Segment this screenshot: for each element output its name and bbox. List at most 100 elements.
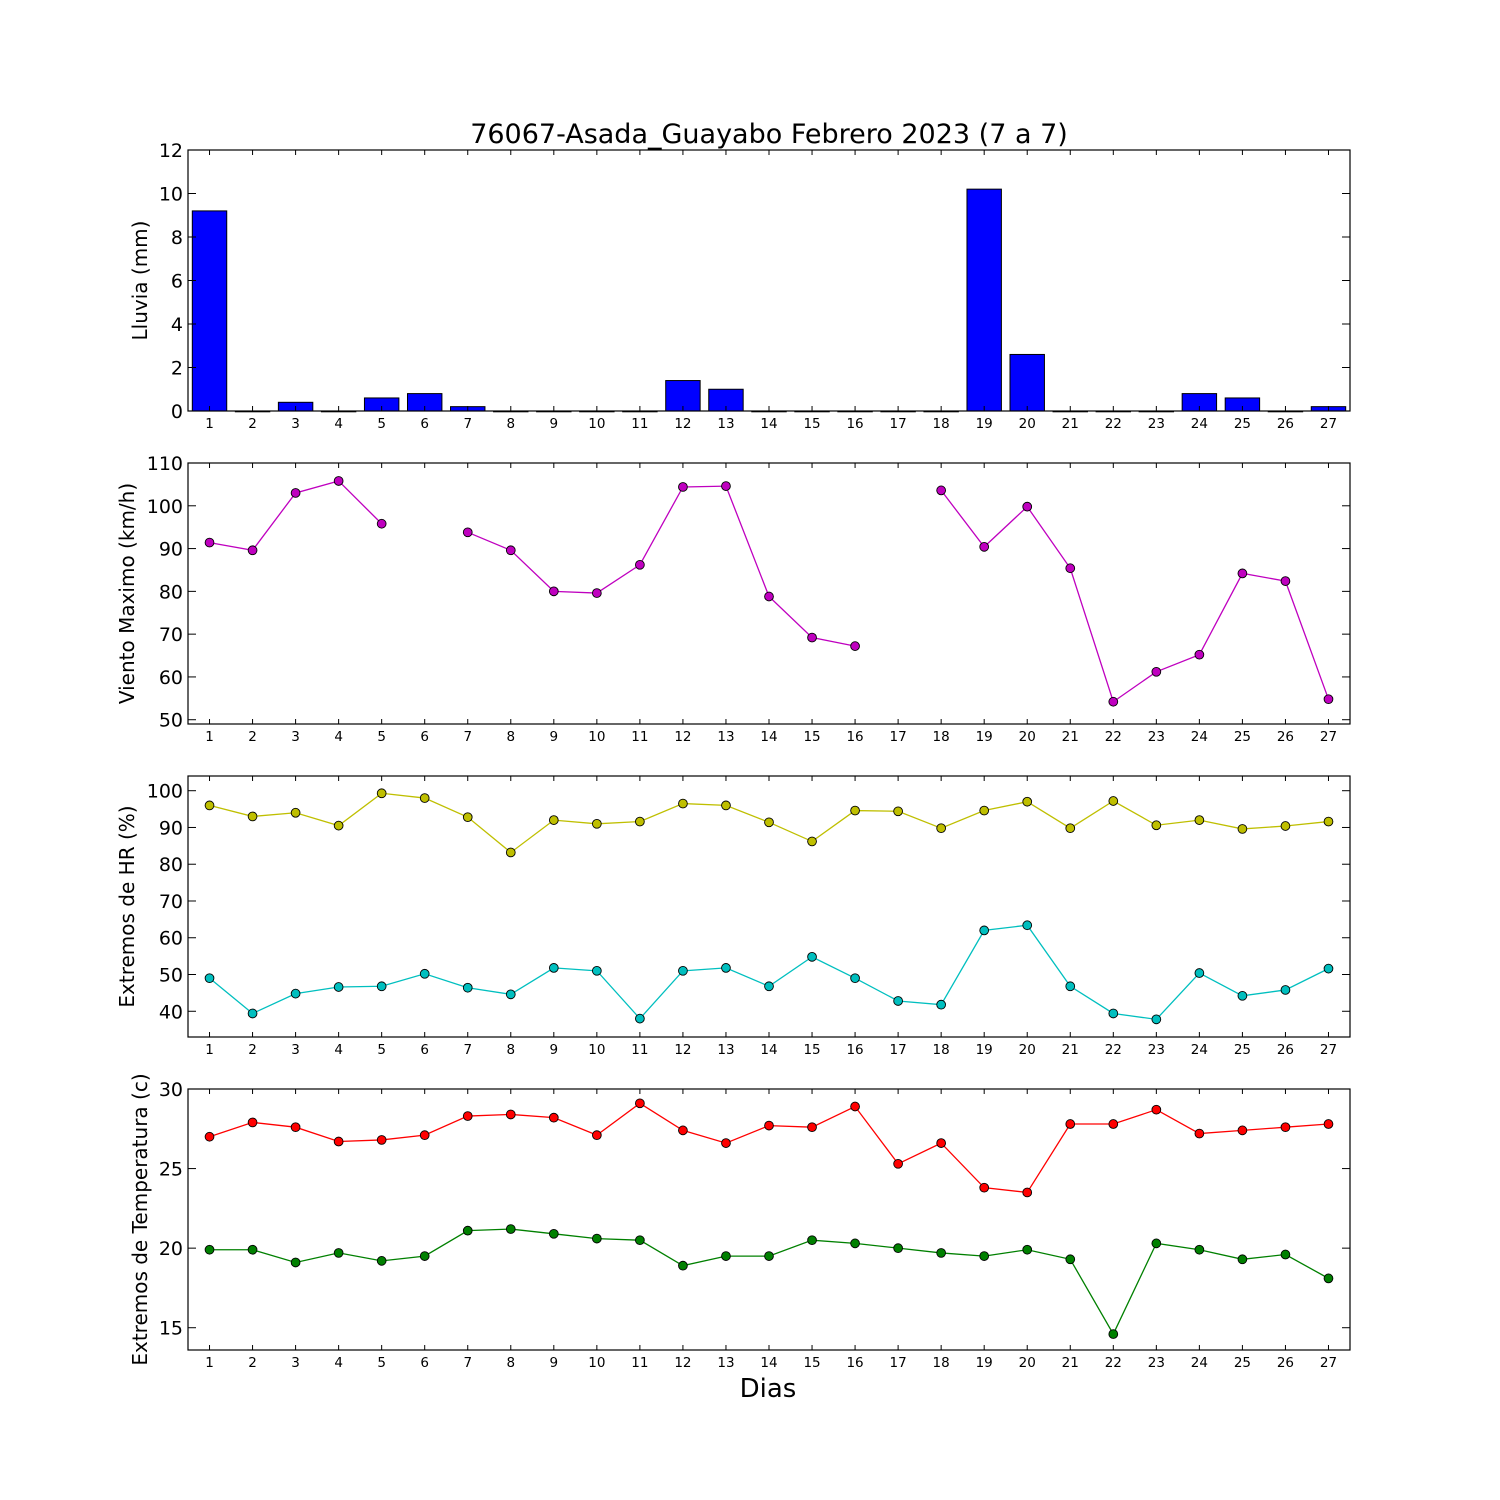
x-tick-label: 1 xyxy=(205,1042,214,1058)
wind-point-day-16 xyxy=(850,641,860,651)
hr-max-point-day-12 xyxy=(678,798,688,809)
x-tick-label: 13 xyxy=(717,1355,734,1371)
hr-min-point-day-19 xyxy=(979,925,990,936)
x-tick-label: 11 xyxy=(631,1355,648,1371)
temp-max-point-day-26 xyxy=(1280,1122,1291,1133)
x-tick-label: 27 xyxy=(1320,1042,1337,1058)
temp-max-point-day-16 xyxy=(850,1101,860,1112)
rain-bar-day-20 xyxy=(1009,353,1045,412)
wind-line-segment xyxy=(940,489,1330,703)
x-tick-label: 16 xyxy=(846,416,863,432)
x-tick-label: 24 xyxy=(1191,416,1208,432)
x-tick-label: 8 xyxy=(506,416,515,432)
x-tick-label: 12 xyxy=(674,1042,691,1058)
temp-min-point-day-19 xyxy=(979,1251,990,1261)
rain-y-axis-label: Lluvia (mm) xyxy=(128,221,152,341)
wind-point-day-12 xyxy=(678,482,688,492)
x-tick-label: 16 xyxy=(846,1355,863,1371)
temp-min-point-day-26 xyxy=(1280,1249,1291,1260)
hr-max-point-day-2 xyxy=(247,811,258,822)
panel-temperature: 1 2 3 4 5 6 7 8 9 10 11 12 13 14 15 16 17 18 19 20 21 22 23 24 2… xyxy=(128,1073,1351,1371)
hr-min-point-day-5 xyxy=(376,981,387,992)
x-tick-label: 10 xyxy=(588,1355,605,1371)
wind-point-day-5 xyxy=(376,518,387,529)
y-tick-label: 50 xyxy=(159,965,183,987)
hr-min-point-day-8 xyxy=(505,989,516,1000)
temp-max-point-day-9 xyxy=(548,1112,559,1123)
wind-marks xyxy=(204,476,1334,707)
y-tick-label: 70 xyxy=(159,891,183,913)
temp-min-point-day-14 xyxy=(764,1251,774,1261)
x-tick-label: 5 xyxy=(377,729,386,745)
wind-point-day-18 xyxy=(936,485,946,496)
x-tick-label: 18 xyxy=(933,416,950,432)
temp-max-point-day-25 xyxy=(1237,1125,1248,1136)
x-tick-label: 2 xyxy=(248,1355,257,1371)
x-tick-label: 21 xyxy=(1062,1042,1079,1058)
x-tick-label: 22 xyxy=(1105,729,1122,745)
x-tick-label: 15 xyxy=(803,416,820,432)
temp-max-point-day-18 xyxy=(936,1138,946,1148)
y-tick-label: 4 xyxy=(171,314,183,336)
x-tick-label: 7 xyxy=(463,1355,472,1371)
temp-min-point-day-21 xyxy=(1065,1254,1076,1265)
temp-max-point-day-23 xyxy=(1151,1104,1162,1115)
x-tick-label: 14 xyxy=(760,729,777,745)
wind-line-segment xyxy=(467,485,856,647)
x-tick-label: 20 xyxy=(1019,729,1036,745)
temp-min-point-day-23 xyxy=(1151,1238,1162,1249)
x-tick-label: 26 xyxy=(1277,1042,1294,1058)
hr-max-point-day-13 xyxy=(721,800,731,811)
temp-min-point-day-25 xyxy=(1237,1254,1248,1265)
hr-min-point-day-24 xyxy=(1194,968,1205,978)
wind-point-day-1 xyxy=(204,537,215,548)
x-tick-label: 6 xyxy=(420,416,429,432)
x-tick-label: 15 xyxy=(803,729,820,745)
x-tick-label: 4 xyxy=(334,729,343,745)
x-tick-label: 6 xyxy=(420,1042,429,1058)
wind-y-ticks: 50 60 70 80 90 100 110 xyxy=(147,453,1350,732)
hr-max-point-day-18 xyxy=(936,823,946,834)
hr-max-point-day-8 xyxy=(505,847,516,858)
hr-max-point-day-19 xyxy=(979,805,990,816)
x-tick-label: 3 xyxy=(291,1042,300,1058)
x-tick-label: 17 xyxy=(890,729,907,745)
hr-min-point-day-18 xyxy=(936,999,946,1010)
wind-point-day-26 xyxy=(1280,576,1291,586)
x-tick-label: 1 xyxy=(205,729,214,745)
hr-max-point-day-5 xyxy=(376,788,387,799)
hr-max-point-day-26 xyxy=(1280,821,1291,831)
x-tick-label: 27 xyxy=(1320,729,1337,745)
rain-y-ticks: 0 2 4 6 8 10 12 xyxy=(159,140,1350,423)
hr-min-point-day-17 xyxy=(893,996,903,1006)
hr-max-point-day-11 xyxy=(635,816,645,827)
panel-rain: 1 2 3 4 5 6 7 8 9 10 11 12 13 14 15 16 17 18 19 20 21 22 23 24 2… xyxy=(128,140,1351,432)
y-tick-label: 40 xyxy=(159,1001,183,1023)
temp-max-point-day-5 xyxy=(376,1135,387,1145)
wind-point-day-19 xyxy=(979,542,990,552)
wind-point-day-7 xyxy=(462,527,473,538)
x-tick-label: 5 xyxy=(377,1042,386,1058)
wind-point-day-3 xyxy=(290,488,301,498)
hr-min-point-day-10 xyxy=(592,965,602,976)
y-tick-label: 110 xyxy=(147,453,183,475)
temp-max-point-day-15 xyxy=(807,1122,817,1133)
hr-min-point-day-26 xyxy=(1280,985,1291,995)
temp-max-point-day-10 xyxy=(592,1130,602,1141)
hr-max-point-day-25 xyxy=(1237,824,1248,834)
hr-min-point-day-20 xyxy=(1022,920,1033,931)
hr-min-point-day-27 xyxy=(1323,963,1334,974)
x-tick-label: 13 xyxy=(717,729,734,745)
temp-max-point-day-13 xyxy=(721,1138,731,1148)
hr-max-point-day-10 xyxy=(592,818,602,829)
temp-min-point-day-27 xyxy=(1323,1273,1334,1284)
y-tick-label: 70 xyxy=(159,624,183,646)
temp-max-point-day-19 xyxy=(979,1182,990,1193)
hr-max-point-day-17 xyxy=(893,806,903,817)
hr-max-point-day-14 xyxy=(764,817,774,828)
x-tick-label: 11 xyxy=(631,1042,648,1058)
hr-max-point-day-21 xyxy=(1065,823,1076,834)
x-tick-label: 9 xyxy=(550,416,559,432)
x-tick-label: 22 xyxy=(1105,1042,1122,1058)
x-tick-label: 9 xyxy=(550,729,559,745)
